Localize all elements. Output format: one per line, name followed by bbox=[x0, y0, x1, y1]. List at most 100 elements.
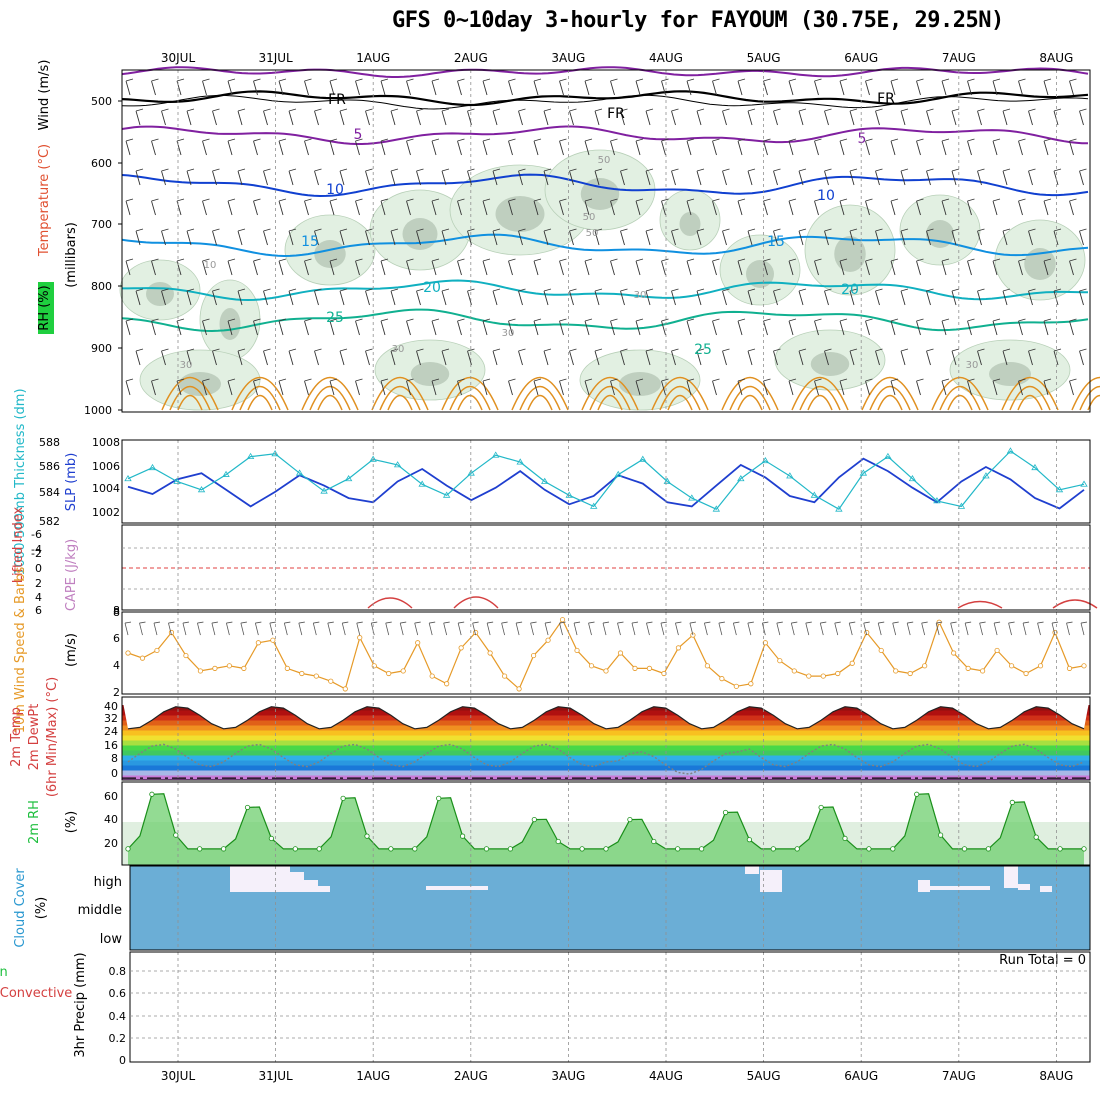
wind-barb bbox=[900, 228, 909, 246]
thickness-tick: 584 bbox=[39, 486, 60, 499]
temp-minmax-ylabel: (6hr Min/Max) (°C) bbox=[45, 677, 60, 797]
temperature-tick: 8 bbox=[111, 752, 118, 765]
wind-barb bbox=[543, 228, 552, 246]
wind-barb bbox=[788, 378, 797, 396]
wind10-barb bbox=[168, 621, 175, 636]
wind-barb bbox=[875, 108, 883, 126]
date-label-top: 31JUL bbox=[258, 51, 293, 65]
rh-point bbox=[244, 804, 251, 811]
contour-label: 20 bbox=[841, 282, 859, 298]
wind10-barb bbox=[776, 621, 783, 636]
rh-point bbox=[149, 791, 155, 797]
wind-barb bbox=[135, 288, 144, 306]
wind-barb bbox=[1028, 168, 1036, 186]
date-label-bottom: 3AUG bbox=[551, 1069, 585, 1083]
wind10-barb bbox=[399, 621, 407, 636]
rh-point bbox=[197, 846, 203, 852]
wind-barb bbox=[839, 258, 848, 276]
wind-barb bbox=[161, 288, 169, 306]
contour-label: 5 bbox=[354, 127, 363, 143]
surface-temp-contour bbox=[861, 377, 919, 411]
wind-barb bbox=[737, 138, 746, 156]
contour-label: FR bbox=[328, 92, 346, 108]
cloud-level-label: middle bbox=[78, 903, 122, 918]
wind-barb bbox=[186, 288, 195, 306]
wind10-point bbox=[748, 681, 754, 687]
wind-barb bbox=[661, 138, 669, 156]
wind10-point bbox=[313, 673, 319, 679]
rh-point bbox=[1009, 799, 1015, 805]
rh-shade-dark bbox=[619, 372, 661, 396]
wind-barb bbox=[355, 318, 363, 336]
run-total: Run Total = 0 bbox=[999, 953, 1086, 968]
wind-barb bbox=[1053, 168, 1062, 186]
wind-barb bbox=[1028, 108, 1036, 126]
rh-point bbox=[316, 846, 322, 852]
wind-barb bbox=[839, 198, 848, 216]
rh-tick: 60 bbox=[104, 790, 118, 803]
wind-barb bbox=[941, 78, 950, 96]
wind-barb bbox=[263, 168, 271, 186]
wind10-barb bbox=[254, 621, 262, 636]
wind-barb bbox=[824, 348, 832, 366]
wind-barb bbox=[416, 348, 424, 366]
contour-label: 5 bbox=[858, 131, 867, 147]
wind-barb bbox=[696, 228, 705, 246]
surface-temp-contour bbox=[799, 385, 841, 411]
wind10-point bbox=[328, 678, 334, 684]
thickness-line bbox=[127, 450, 1085, 510]
wind-barb bbox=[798, 228, 807, 246]
wind10-point bbox=[762, 640, 768, 646]
wind-barb bbox=[202, 318, 210, 336]
wind10-ylabel: 10m Wind Speed & Barbs bbox=[13, 567, 28, 734]
wind-barb bbox=[533, 318, 542, 336]
wind-barb bbox=[518, 168, 526, 186]
wind-barb bbox=[722, 288, 730, 306]
wind10-point bbox=[849, 660, 855, 666]
thickness-tick: 586 bbox=[39, 460, 60, 473]
pressure-tick: 800 bbox=[91, 280, 112, 293]
lifted-tick: -4 bbox=[31, 543, 42, 556]
wind-barb bbox=[610, 318, 618, 336]
wind-barb bbox=[212, 288, 220, 306]
wind-barb bbox=[304, 258, 312, 276]
date-label-top: 4AUG bbox=[649, 51, 683, 65]
wind10-point bbox=[907, 670, 913, 677]
wind-barb bbox=[865, 318, 873, 336]
wind10-point bbox=[632, 665, 638, 671]
wind-barb bbox=[176, 78, 185, 96]
surface-temp-contour bbox=[1017, 394, 1043, 411]
wind10-point bbox=[994, 647, 1000, 654]
wind10-barb bbox=[1066, 621, 1073, 636]
wind-barb bbox=[492, 348, 501, 366]
wind-barb bbox=[237, 108, 246, 126]
rh-point bbox=[746, 837, 753, 843]
wind-barb bbox=[941, 378, 950, 396]
wind-barb bbox=[482, 378, 491, 396]
wind-barb bbox=[610, 138, 618, 156]
wind-barb bbox=[798, 108, 807, 126]
wind-barb bbox=[951, 288, 960, 306]
wind-barb bbox=[304, 318, 312, 336]
wind-barb bbox=[278, 198, 287, 216]
precip-tick: 0.2 bbox=[109, 1032, 127, 1045]
pressure-tick: 600 bbox=[91, 157, 112, 170]
date-label-bottom: 7AUG bbox=[942, 1069, 976, 1083]
wind-barb bbox=[763, 378, 771, 396]
wind10-point bbox=[922, 663, 928, 669]
slp-ylabel: SLP (mb) bbox=[64, 453, 79, 512]
surface-temp-contour bbox=[161, 377, 219, 411]
wind-barb bbox=[237, 168, 246, 186]
wind-barb bbox=[1043, 138, 1052, 156]
wind-barb bbox=[763, 198, 771, 216]
wind-barb bbox=[696, 288, 705, 306]
wind10-barb bbox=[356, 621, 363, 636]
rh-point bbox=[531, 816, 537, 823]
thickness-point bbox=[614, 470, 622, 477]
wind-barb bbox=[916, 258, 924, 276]
thickness-tick: 582 bbox=[39, 515, 60, 528]
wind10-point bbox=[255, 640, 261, 646]
rh-shade-dark bbox=[219, 308, 241, 340]
wind-barb bbox=[875, 348, 883, 366]
